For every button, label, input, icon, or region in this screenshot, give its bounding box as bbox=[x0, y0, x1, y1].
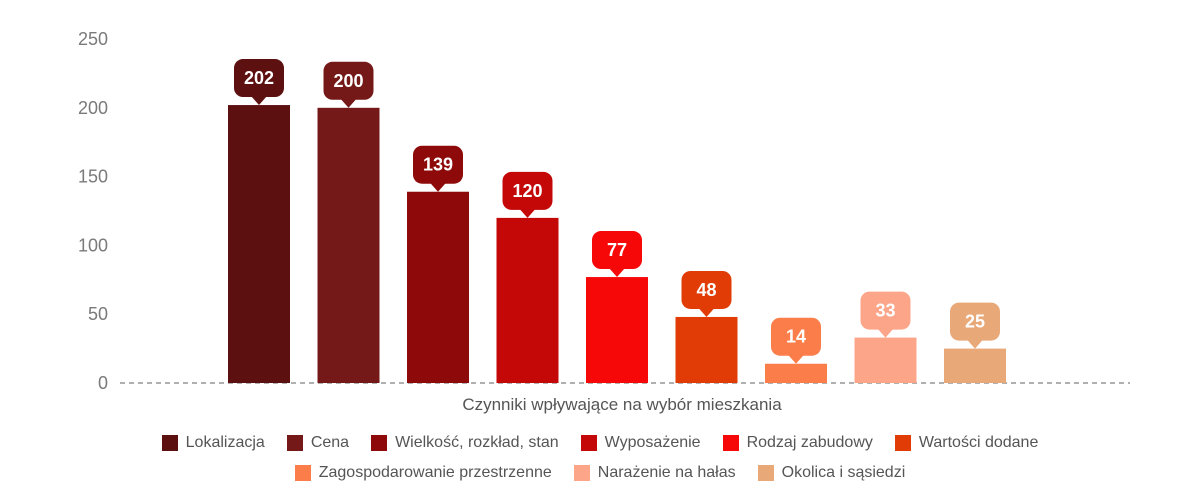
bar bbox=[944, 348, 1006, 383]
legend-label: Okolica i sąsiedzi bbox=[781, 464, 906, 481]
y-tick-label: 200 bbox=[78, 98, 108, 118]
legend-label: Wartości dodane bbox=[918, 434, 1039, 451]
data-label-bubble: 202 bbox=[234, 59, 284, 106]
data-label-bubble: 120 bbox=[502, 171, 553, 218]
legend-item: Wyposażenie bbox=[580, 434, 701, 452]
legend-swatch bbox=[757, 465, 774, 481]
data-label: 77 bbox=[607, 240, 627, 260]
data-label: 202 bbox=[244, 68, 274, 88]
legend-swatch bbox=[161, 435, 178, 451]
legend-swatch bbox=[722, 435, 739, 451]
legend-item: Okolica i sąsiedzi bbox=[757, 464, 906, 482]
data-label-bubble: 14 bbox=[771, 317, 821, 364]
legend-label: Zagospodarowanie przestrzenne bbox=[318, 464, 552, 481]
bar bbox=[317, 107, 380, 384]
legend-swatch bbox=[371, 435, 388, 451]
data-label: 120 bbox=[512, 181, 542, 201]
legend-item: Cena bbox=[286, 434, 350, 452]
legend-item: Narażenie na hałas bbox=[573, 464, 736, 482]
data-label: 48 bbox=[696, 280, 716, 300]
data-label-bubble: 77 bbox=[592, 231, 642, 278]
legend: Lokalizacja Cena Wielkość, rozkład, stan Wy… bbox=[0, 428, 1200, 488]
x-axis-label: Czynniki wpływające na wybór mieszkania bbox=[462, 395, 782, 414]
legend-row: Zagospodarowanie przestrzenne Narażenie n… bbox=[0, 458, 1200, 488]
data-label: 200 bbox=[333, 71, 363, 91]
legend-swatch bbox=[573, 465, 590, 481]
legend-item: Zagospodarowanie przestrzenne bbox=[294, 464, 552, 482]
bar bbox=[496, 217, 559, 383]
data-label: 139 bbox=[423, 155, 453, 175]
bar bbox=[407, 191, 469, 383]
y-tick-label: 100 bbox=[78, 235, 108, 255]
bar bbox=[228, 105, 290, 383]
data-label: 14 bbox=[786, 327, 806, 347]
data-label: 25 bbox=[965, 312, 985, 332]
y-tick-label: 50 bbox=[88, 304, 108, 324]
y-axis-ticks: 0 50 100 150 200 250 bbox=[78, 29, 108, 393]
bar bbox=[586, 277, 648, 383]
legend-label: Cena bbox=[310, 434, 350, 451]
legend-label: Rodzaj zabudowy bbox=[746, 434, 873, 451]
legend-swatch bbox=[894, 435, 911, 451]
legend-item: Rodzaj zabudowy bbox=[722, 434, 873, 452]
legend-item: Wielkość, rozkład, stan bbox=[371, 434, 559, 452]
bars-group bbox=[228, 105, 1006, 384]
legend-swatch bbox=[580, 435, 597, 451]
legend-label: Wyposażenie bbox=[604, 434, 701, 451]
legend-label: Wielkość, rozkład, stan bbox=[395, 434, 559, 451]
y-tick-label: 250 bbox=[78, 29, 108, 49]
legend-row: Lokalizacja Cena Wielkość, rozkład, stan Wy… bbox=[0, 428, 1200, 458]
data-label-bubble: 33 bbox=[860, 291, 911, 338]
legend-swatch bbox=[286, 435, 303, 451]
bar bbox=[765, 363, 827, 383]
legend-label: Narażenie na hałas bbox=[597, 464, 736, 481]
legend-swatch bbox=[294, 465, 311, 481]
data-label-bubble: 48 bbox=[681, 270, 732, 317]
data-label-bubble: 200 bbox=[323, 61, 374, 108]
legend-item: Wartości dodane bbox=[894, 434, 1039, 452]
legend-label: Lokalizacja bbox=[185, 434, 265, 451]
data-label-group: 202 200 139 120 77 48 14 33 25 bbox=[234, 59, 1000, 364]
y-tick-label: 0 bbox=[98, 373, 108, 393]
y-tick-label: 150 bbox=[78, 167, 108, 187]
bar-chart: 0 50 100 150 200 250 202 200 139 120 77 48 14 33 25 C… bbox=[78, 29, 1130, 414]
legend-item: Lokalizacja bbox=[161, 434, 265, 452]
data-label-bubble: 139 bbox=[413, 145, 463, 192]
data-label-bubble: 25 bbox=[950, 302, 1000, 349]
data-label: 33 bbox=[875, 301, 895, 321]
bar bbox=[675, 316, 738, 383]
bar bbox=[854, 337, 917, 383]
